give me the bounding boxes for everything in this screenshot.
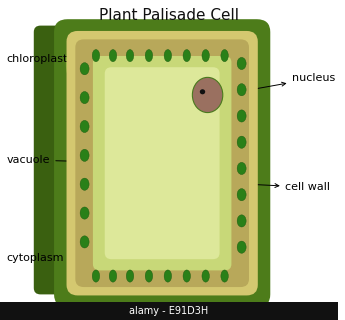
FancyBboxPatch shape [105, 67, 220, 259]
Ellipse shape [200, 89, 205, 94]
Text: alamy - E91D3H: alamy - E91D3H [129, 306, 208, 316]
Ellipse shape [73, 50, 90, 78]
Text: nucleus: nucleus [224, 73, 335, 94]
Ellipse shape [80, 120, 89, 132]
Ellipse shape [221, 270, 228, 282]
Ellipse shape [80, 207, 89, 219]
Ellipse shape [183, 50, 190, 62]
Ellipse shape [183, 270, 190, 282]
Text: cell wall: cell wall [250, 182, 331, 192]
Ellipse shape [164, 270, 171, 282]
Bar [0, 302, 338, 320]
Ellipse shape [237, 84, 246, 96]
Ellipse shape [202, 50, 209, 62]
Ellipse shape [80, 92, 89, 104]
FancyBboxPatch shape [34, 26, 95, 294]
FancyBboxPatch shape [68, 32, 257, 294]
FancyBboxPatch shape [93, 56, 231, 270]
Ellipse shape [164, 50, 171, 62]
Ellipse shape [237, 215, 246, 227]
Ellipse shape [237, 57, 246, 69]
Ellipse shape [80, 236, 89, 248]
Ellipse shape [92, 270, 100, 282]
Ellipse shape [145, 270, 152, 282]
Ellipse shape [237, 110, 246, 122]
Ellipse shape [145, 50, 152, 62]
Ellipse shape [66, 38, 96, 90]
Ellipse shape [92, 50, 100, 62]
Ellipse shape [202, 270, 209, 282]
Text: chloroplast: chloroplast [7, 54, 96, 64]
Text: Plant Palisade Cell: Plant Palisade Cell [99, 8, 239, 23]
Ellipse shape [237, 136, 246, 148]
Ellipse shape [126, 50, 134, 62]
Ellipse shape [80, 178, 89, 190]
Ellipse shape [126, 270, 134, 282]
Ellipse shape [237, 162, 246, 174]
Ellipse shape [109, 50, 117, 62]
Ellipse shape [237, 188, 246, 201]
Text: cytoplasm: cytoplasm [7, 252, 98, 263]
Ellipse shape [193, 77, 223, 113]
FancyBboxPatch shape [54, 19, 270, 307]
Ellipse shape [237, 241, 246, 253]
FancyBboxPatch shape [75, 39, 249, 287]
Text: vacuole: vacuole [7, 155, 143, 165]
Ellipse shape [109, 270, 117, 282]
Ellipse shape [80, 63, 89, 75]
Ellipse shape [221, 50, 228, 62]
Ellipse shape [80, 149, 89, 161]
